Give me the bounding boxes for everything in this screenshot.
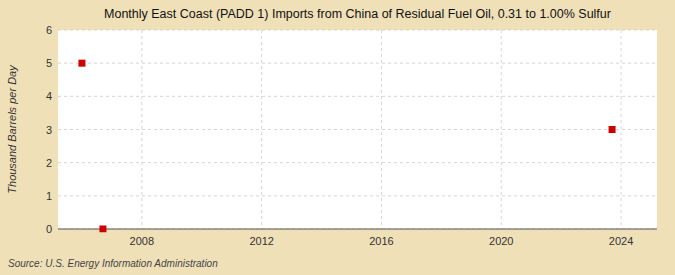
grid-line	[58, 162, 657, 163]
chart: 0 1 2 3 4 5 6 2008 2012 2016 2020 2024 Monthly East …	[0, 0, 675, 275]
grid-line	[501, 30, 502, 229]
x-tick-label: 2016	[369, 235, 393, 247]
title: Monthly East Coast (PADD 1) Imports from…	[104, 7, 611, 21]
x-tick-label: 2024	[609, 235, 633, 247]
grid-line	[381, 30, 382, 229]
grid-line	[58, 96, 657, 97]
x-axis-line	[58, 229, 657, 230]
data-point	[609, 126, 616, 133]
points	[78, 60, 615, 233]
grid-line	[58, 129, 657, 130]
y-tick-label: 6	[46, 24, 52, 36]
x-tick-label: 2020	[489, 235, 513, 247]
data-point	[78, 60, 85, 67]
grid-line	[58, 195, 657, 196]
grid-line	[58, 63, 657, 64]
y-tick-label: 1	[46, 190, 52, 202]
y-tick-label: 5	[46, 57, 52, 69]
data-point	[99, 226, 106, 233]
grid-line	[621, 30, 622, 229]
y-tick-label: 0	[46, 223, 52, 235]
plot-area	[58, 30, 657, 229]
x-tick-label: 2012	[249, 235, 273, 247]
x-tick-label: 2008	[130, 235, 154, 247]
y-tick-label: 3	[46, 124, 52, 136]
y-tick-label: 4	[46, 90, 52, 102]
background	[0, 0, 675, 275]
y-tick-label: 2	[46, 157, 52, 169]
grid	[58, 30, 657, 229]
grid-line	[58, 30, 657, 31]
grid-line	[58, 229, 657, 230]
y-axis-label: Thousand Barrels per Day	[6, 64, 18, 194]
grid-line	[141, 30, 142, 229]
grid-line	[261, 30, 262, 229]
source-note: Source: U.S. Energy Information Administ…	[8, 258, 218, 269]
